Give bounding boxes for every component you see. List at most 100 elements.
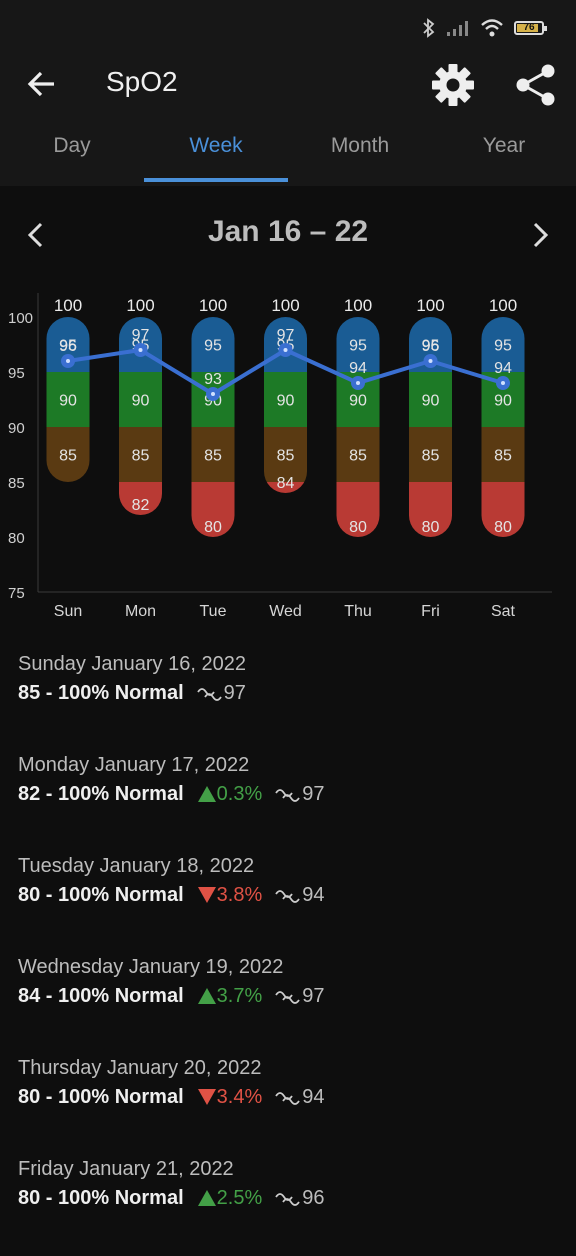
x-tick-label: Sun: [54, 603, 82, 620]
average-indicator: 97: [274, 981, 324, 1011]
range-bar: [191, 317, 235, 537]
bar-zone: [409, 482, 452, 537]
chevron-right-icon: [533, 222, 549, 248]
average-value: 96: [302, 1187, 325, 1209]
x-tick-label: Thu: [344, 603, 372, 620]
bar-min-label: 80: [494, 519, 512, 536]
bar-avg-label: 97: [277, 327, 295, 344]
zone-label: 95: [494, 338, 512, 355]
day-date: Tuesday January 18, 2022: [18, 855, 255, 877]
day-summary: 80 - 100% Normal 3.8% 94: [18, 880, 558, 910]
average-indicator: 94: [274, 880, 324, 910]
zone-label: 85: [59, 448, 77, 465]
average-value: 97: [223, 682, 246, 704]
y-tick-label: 95: [8, 365, 25, 382]
bar-zone: [409, 372, 452, 427]
bar-avg-label: 96: [59, 338, 77, 355]
change-value: 0.3%: [216, 783, 263, 805]
bar-zone: [191, 482, 235, 537]
wave-icon: [196, 688, 222, 701]
range-bar: [119, 317, 162, 515]
zone-label: 85: [132, 448, 150, 465]
arrow-left-icon: [27, 71, 54, 97]
day-date: Sunday January 16, 2022: [18, 653, 246, 675]
bar-min-label: 80: [204, 519, 222, 536]
y-tick-label: 80: [8, 530, 25, 547]
list-item[interactable]: Tuesday January 18, 2022 80 - 100% Normal…: [18, 852, 558, 953]
zone-label: 85: [494, 448, 512, 465]
zone-label: 90: [132, 393, 150, 410]
triangle-up-icon: [197, 1190, 216, 1206]
battery-icon: 76: [514, 21, 547, 35]
range-bar: [46, 317, 90, 482]
share-button[interactable]: [512, 62, 558, 108]
change-indicator: 3.4%: [197, 1082, 263, 1112]
zone-label: 95: [59, 338, 77, 355]
next-week-button[interactable]: [526, 219, 554, 251]
tab-day[interactable]: Day: [0, 120, 144, 186]
day-summary: 85 - 100% Normal 97: [18, 678, 558, 708]
spo2-range: 85 - 100% Normal: [18, 682, 184, 704]
previous-week-button[interactable]: [22, 219, 50, 251]
wifi-icon: [481, 19, 503, 37]
bar-avg-label: 93: [204, 371, 222, 388]
bar-zone: [46, 427, 90, 482]
change-value: 3.7%: [216, 985, 263, 1007]
bar-min-label: 84: [277, 475, 295, 492]
bluetooth-icon: [423, 18, 435, 38]
zone-label: 90: [422, 393, 440, 410]
bar-min-label: 80: [422, 519, 440, 536]
bar-zone: [264, 427, 307, 482]
change-indicator: 0.3%: [197, 779, 263, 809]
wave-icon: [275, 1193, 300, 1206]
x-tick-label: Sat: [491, 603, 516, 620]
back-button[interactable]: [24, 66, 60, 102]
tab-month[interactable]: Month: [288, 120, 432, 186]
y-tick-label: 75: [8, 585, 25, 602]
change-value: 2.5%: [216, 1187, 263, 1209]
bar-zone: [119, 482, 162, 515]
bar-zone: [264, 482, 307, 493]
bar-zone: [119, 427, 162, 482]
zone-label: 85: [204, 448, 222, 465]
settings-button[interactable]: [430, 62, 476, 108]
zone-label: 85: [422, 448, 440, 465]
list-item[interactable]: Thursday January 20, 2022 80 - 100% Norma…: [18, 1054, 558, 1155]
change-value: 3.4%: [216, 1086, 263, 1108]
list-item[interactable]: Wednesday January 19, 2022 84 - 100% Norm…: [18, 953, 558, 1054]
triangle-up-icon: [197, 786, 216, 802]
x-tick-label: Wed: [269, 603, 302, 620]
spo2-weekly-chart: 100959085807510096959085Sun1009795908582…: [8, 293, 552, 620]
day-date: Monday January 17, 2022: [18, 754, 250, 776]
average-indicator: 97: [274, 779, 324, 809]
x-tick-label: Fri: [421, 603, 440, 620]
signal-icon: [447, 21, 468, 36]
wave-icon: [275, 789, 300, 802]
page-title: SpO2: [106, 66, 178, 97]
zone-label: 90: [349, 393, 367, 410]
y-tick-label: 100: [8, 310, 33, 327]
wave-icon: [275, 1092, 300, 1105]
bar-max-label: 100: [416, 296, 444, 315]
app-bar: SpO2: [0, 50, 576, 120]
triangle-down-icon: [197, 1089, 216, 1105]
list-item[interactable]: Monday January 17, 2022 82 - 100% Normal 0…: [18, 751, 558, 852]
average-point-center: [428, 359, 433, 363]
average-point-center: [356, 381, 360, 385]
battery-level: 76: [523, 22, 535, 33]
spo2-range: 80 - 100% Normal: [18, 1187, 184, 1209]
tab-week[interactable]: Week: [144, 120, 288, 186]
bar-avg-label: 96: [422, 338, 440, 355]
wave-icon: [275, 991, 300, 1004]
list-item[interactable]: Sunday January 16, 2022 85 - 100% Normal 9…: [18, 650, 558, 751]
tab-month-label: Month: [330, 134, 390, 157]
range-bar: [336, 317, 380, 537]
bar-zone: [119, 372, 162, 427]
bar-zone: [481, 482, 525, 537]
bar-zone: [46, 372, 90, 427]
average-point-center: [283, 348, 288, 352]
tab-year[interactable]: Year: [432, 120, 576, 186]
spo2-range: 82 - 100% Normal: [18, 783, 184, 805]
average-indicator: 96: [274, 1183, 324, 1213]
list-item[interactable]: Friday January 21, 2022 80 - 100% Normal 2…: [18, 1155, 558, 1256]
